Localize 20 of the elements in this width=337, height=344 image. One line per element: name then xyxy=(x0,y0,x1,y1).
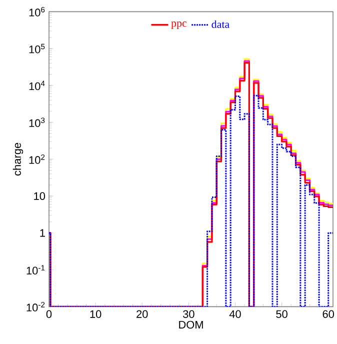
x-axis-title: DOM xyxy=(179,320,203,329)
x-tick-label: 20 xyxy=(136,310,148,318)
y-tick-label: 10$^{4}$ xyxy=(29,80,45,90)
x-tick-label: 0 xyxy=(46,310,52,318)
y-tick-label: 10$^{2}$ xyxy=(29,154,45,164)
y-tick-label: 10$^{6}$ xyxy=(29,6,45,16)
y-tick-label: 10$^{5}$ xyxy=(29,44,45,54)
y-tick-label: 10$^{3}$ xyxy=(29,118,45,128)
y-axis-title: charge xyxy=(12,142,24,176)
x-tick-label: 60 xyxy=(322,310,334,318)
x-tick-label: 40 xyxy=(229,310,241,318)
x-tick-label: 10 xyxy=(90,310,102,318)
x-tick-label: 30 xyxy=(183,310,194,318)
y-tick-label: 10 xyxy=(34,192,46,200)
legend-label: ppc xyxy=(171,22,187,30)
y-tick-label: 10$^{-2}$ xyxy=(26,302,45,312)
x-tick-label: 50 xyxy=(276,310,288,318)
legend-label: data xyxy=(212,20,230,28)
y-tick-label: 10$^{-1}$ xyxy=(26,265,45,274)
y-tick-label: 1 xyxy=(40,229,45,237)
